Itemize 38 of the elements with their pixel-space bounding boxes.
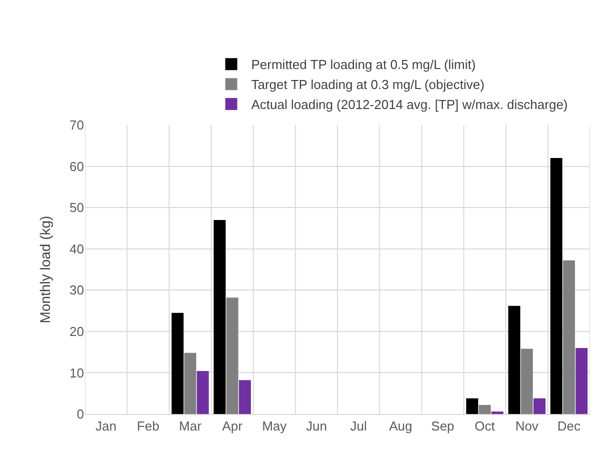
y-axis-title: Monthly load (kg): [37, 216, 54, 324]
x-tick-label: Apr: [222, 418, 244, 434]
bar: [478, 404, 491, 414]
x-tick-label: Jun: [306, 418, 327, 434]
bar: [238, 380, 251, 414]
x-tick-label: Sep: [431, 418, 454, 434]
bar: [520, 348, 533, 414]
bar: [576, 348, 588, 414]
x-tick-label: Feb: [136, 418, 160, 434]
bar: [550, 158, 562, 414]
y-tick-label: 10: [70, 365, 84, 380]
legend-label: Actual loading (2012-2014 avg. [TP] w/max. discharge): [251, 97, 568, 112]
bar: [534, 398, 546, 414]
bar: [172, 312, 184, 414]
bar: [214, 220, 226, 414]
bar: [196, 371, 209, 414]
bar: [184, 352, 196, 414]
x-tick-label: Dec: [557, 418, 582, 434]
y-tick-label: 30: [70, 282, 84, 298]
y-tick-label: 70: [70, 118, 84, 133]
bar: [508, 306, 520, 414]
bar: [466, 398, 478, 414]
x-tick-label: Jul: [350, 418, 367, 434]
bar: [562, 260, 575, 414]
legend-label: Permitted TP loading at 0.5 mg/L (limit): [251, 57, 476, 72]
bar: [226, 298, 238, 414]
x-tick-label: Oct: [474, 418, 496, 434]
x-tick-label: May: [262, 418, 288, 434]
x-tick-label: Aug: [389, 418, 412, 434]
y-tick-label: 60: [70, 158, 84, 174]
y-tick-label: 40: [70, 241, 84, 256]
y-tick-label: 20: [70, 324, 84, 339]
legend-label: Target TP loading at 0.3 mg/L (objective): [251, 77, 484, 92]
x-tick-label: Nov: [515, 418, 539, 434]
x-tick-label: Jan: [96, 418, 117, 434]
x-tick-label: Mar: [179, 418, 202, 434]
y-tick-label: 50: [70, 200, 84, 216]
y-tick-label: 0: [76, 406, 84, 422]
